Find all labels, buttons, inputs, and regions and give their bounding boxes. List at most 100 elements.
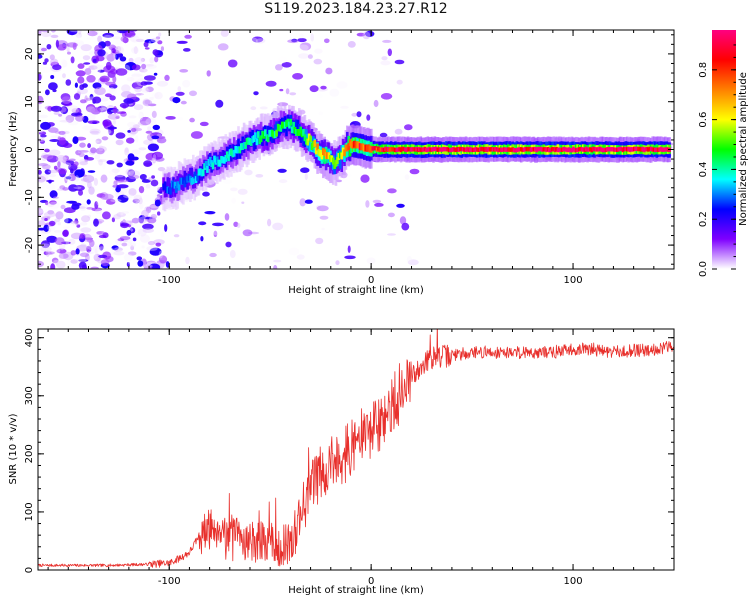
spectrogram-cell [549,147,553,153]
spectrogram-cell [88,186,95,195]
spectrogram-cell [392,147,396,152]
spectrogram-cell [99,107,108,113]
spectrogram-cell [78,150,89,153]
spectrogram-cell [109,95,116,101]
spectrogram-cell [156,80,169,87]
spectrogram-cell [87,143,91,149]
spectrogram-cell [147,126,152,131]
spectrogram-cell [157,167,166,172]
spectrogram-cell [124,147,129,156]
spectrogram-cell [38,30,42,36]
spectrogram-cell [265,80,277,87]
spectrogram-cell [213,155,216,163]
spectrogram-cell [620,146,623,151]
spectrogram-cell [381,56,388,61]
spectrogram-cell [580,147,584,152]
colorbar [712,30,736,269]
spectrogram-cell [510,147,513,152]
spectrogram-cell [289,118,293,126]
spectrogram-cell [317,149,321,156]
spectrogram-cell [224,213,230,221]
spectrogram-cell [70,221,77,225]
spectrogram-cell [90,140,100,144]
spectrogram-cell [285,121,288,137]
colorbar-label: Normalized spectral amplitude [738,72,749,226]
spectrogram-cell [365,30,375,37]
spectrogram-cell [330,155,334,163]
spectrogram-cell [133,194,142,202]
spectrogram-cell [387,48,392,57]
spectrogram-cell [116,111,127,114]
spectrogram-cell [170,180,174,188]
spectrogram-cell [347,143,350,150]
spectrogram-cell [54,218,61,223]
spectrogram-cell [74,175,80,183]
spectrogram-cell [358,143,362,151]
spectrogram-cell [208,156,212,164]
spectrogram-cell [120,204,129,208]
spectrogram-cell [151,110,157,118]
spectrogram-cell [313,139,317,147]
spectrogram-cell [87,30,98,37]
spectrogram-cell [623,146,626,152]
spectrogram-cell [267,218,272,227]
spectrogram-cell [261,131,264,146]
spectrogram-cell [302,128,305,136]
spectrogram-cell [92,96,102,104]
spectrogram-cell [218,151,222,167]
spectrogram-cell [138,186,145,194]
spectrogram-cell [484,146,488,152]
spectrogram-cell [184,177,188,184]
spectrogram-cell [107,113,120,120]
spectrogram-cell [281,121,284,129]
spectrogram-cell [266,125,270,141]
spectrogram-cell [143,160,153,168]
spectrogram-cell [116,212,126,218]
spectrogram-cell [428,146,431,152]
spectrogram-cell [456,147,459,152]
spectrogram-cell [180,100,187,105]
spectrogram-cell [124,30,136,38]
spectrogram-cell [340,105,349,109]
spectrogram-cell [269,129,273,137]
spectrogram-cells [38,30,674,269]
spectrogram-ytick-label: 20 [24,48,35,61]
spectrogram-cell [75,115,85,122]
snr-ylabel: SNR (10 * v/v) [8,413,19,484]
spectrogram-cell [322,148,325,155]
spectrogram-cell [141,63,147,70]
spectrogram-cell [145,64,154,67]
spectrogram-cell [70,56,75,64]
spectrogram-cell [97,64,101,74]
spectrogram-cell [216,156,219,164]
spectrogram-cell [407,259,419,266]
spectrogram-cell [323,149,326,157]
spectrogram-cell [64,174,73,182]
spectrogram-cell [297,44,309,51]
spectrogram-cell [140,81,148,86]
spectrogram-cell [276,123,280,131]
spectrogram-cell [39,66,52,73]
spectrogram-cell [128,115,137,119]
spectrogram-cell [158,255,168,264]
spectrogram-cell [134,57,144,65]
spectrogram-cell [83,62,91,65]
spectrogram-cell [119,187,128,194]
spectrogram-cell [147,241,156,246]
spectrogram-cell [348,141,352,157]
spectrogram-cell [321,227,325,231]
spectrogram-cell [105,61,112,71]
spectrogram-cell [141,179,151,183]
spectrogram-cell [310,33,315,42]
spectrogram-cell [343,34,351,42]
spectrogram-cell [113,180,118,187]
spectrogram-cell [528,146,531,152]
spectrogram-cell [446,147,449,152]
spectrogram-cell [141,245,145,249]
spectrogram-cell [87,214,91,219]
spectrogram-cell [642,147,646,153]
spectrogram-cell [296,255,301,263]
spectrogram-cell [124,147,129,153]
spectrogram-cell [80,243,87,248]
spectrogram-cell [131,217,140,224]
